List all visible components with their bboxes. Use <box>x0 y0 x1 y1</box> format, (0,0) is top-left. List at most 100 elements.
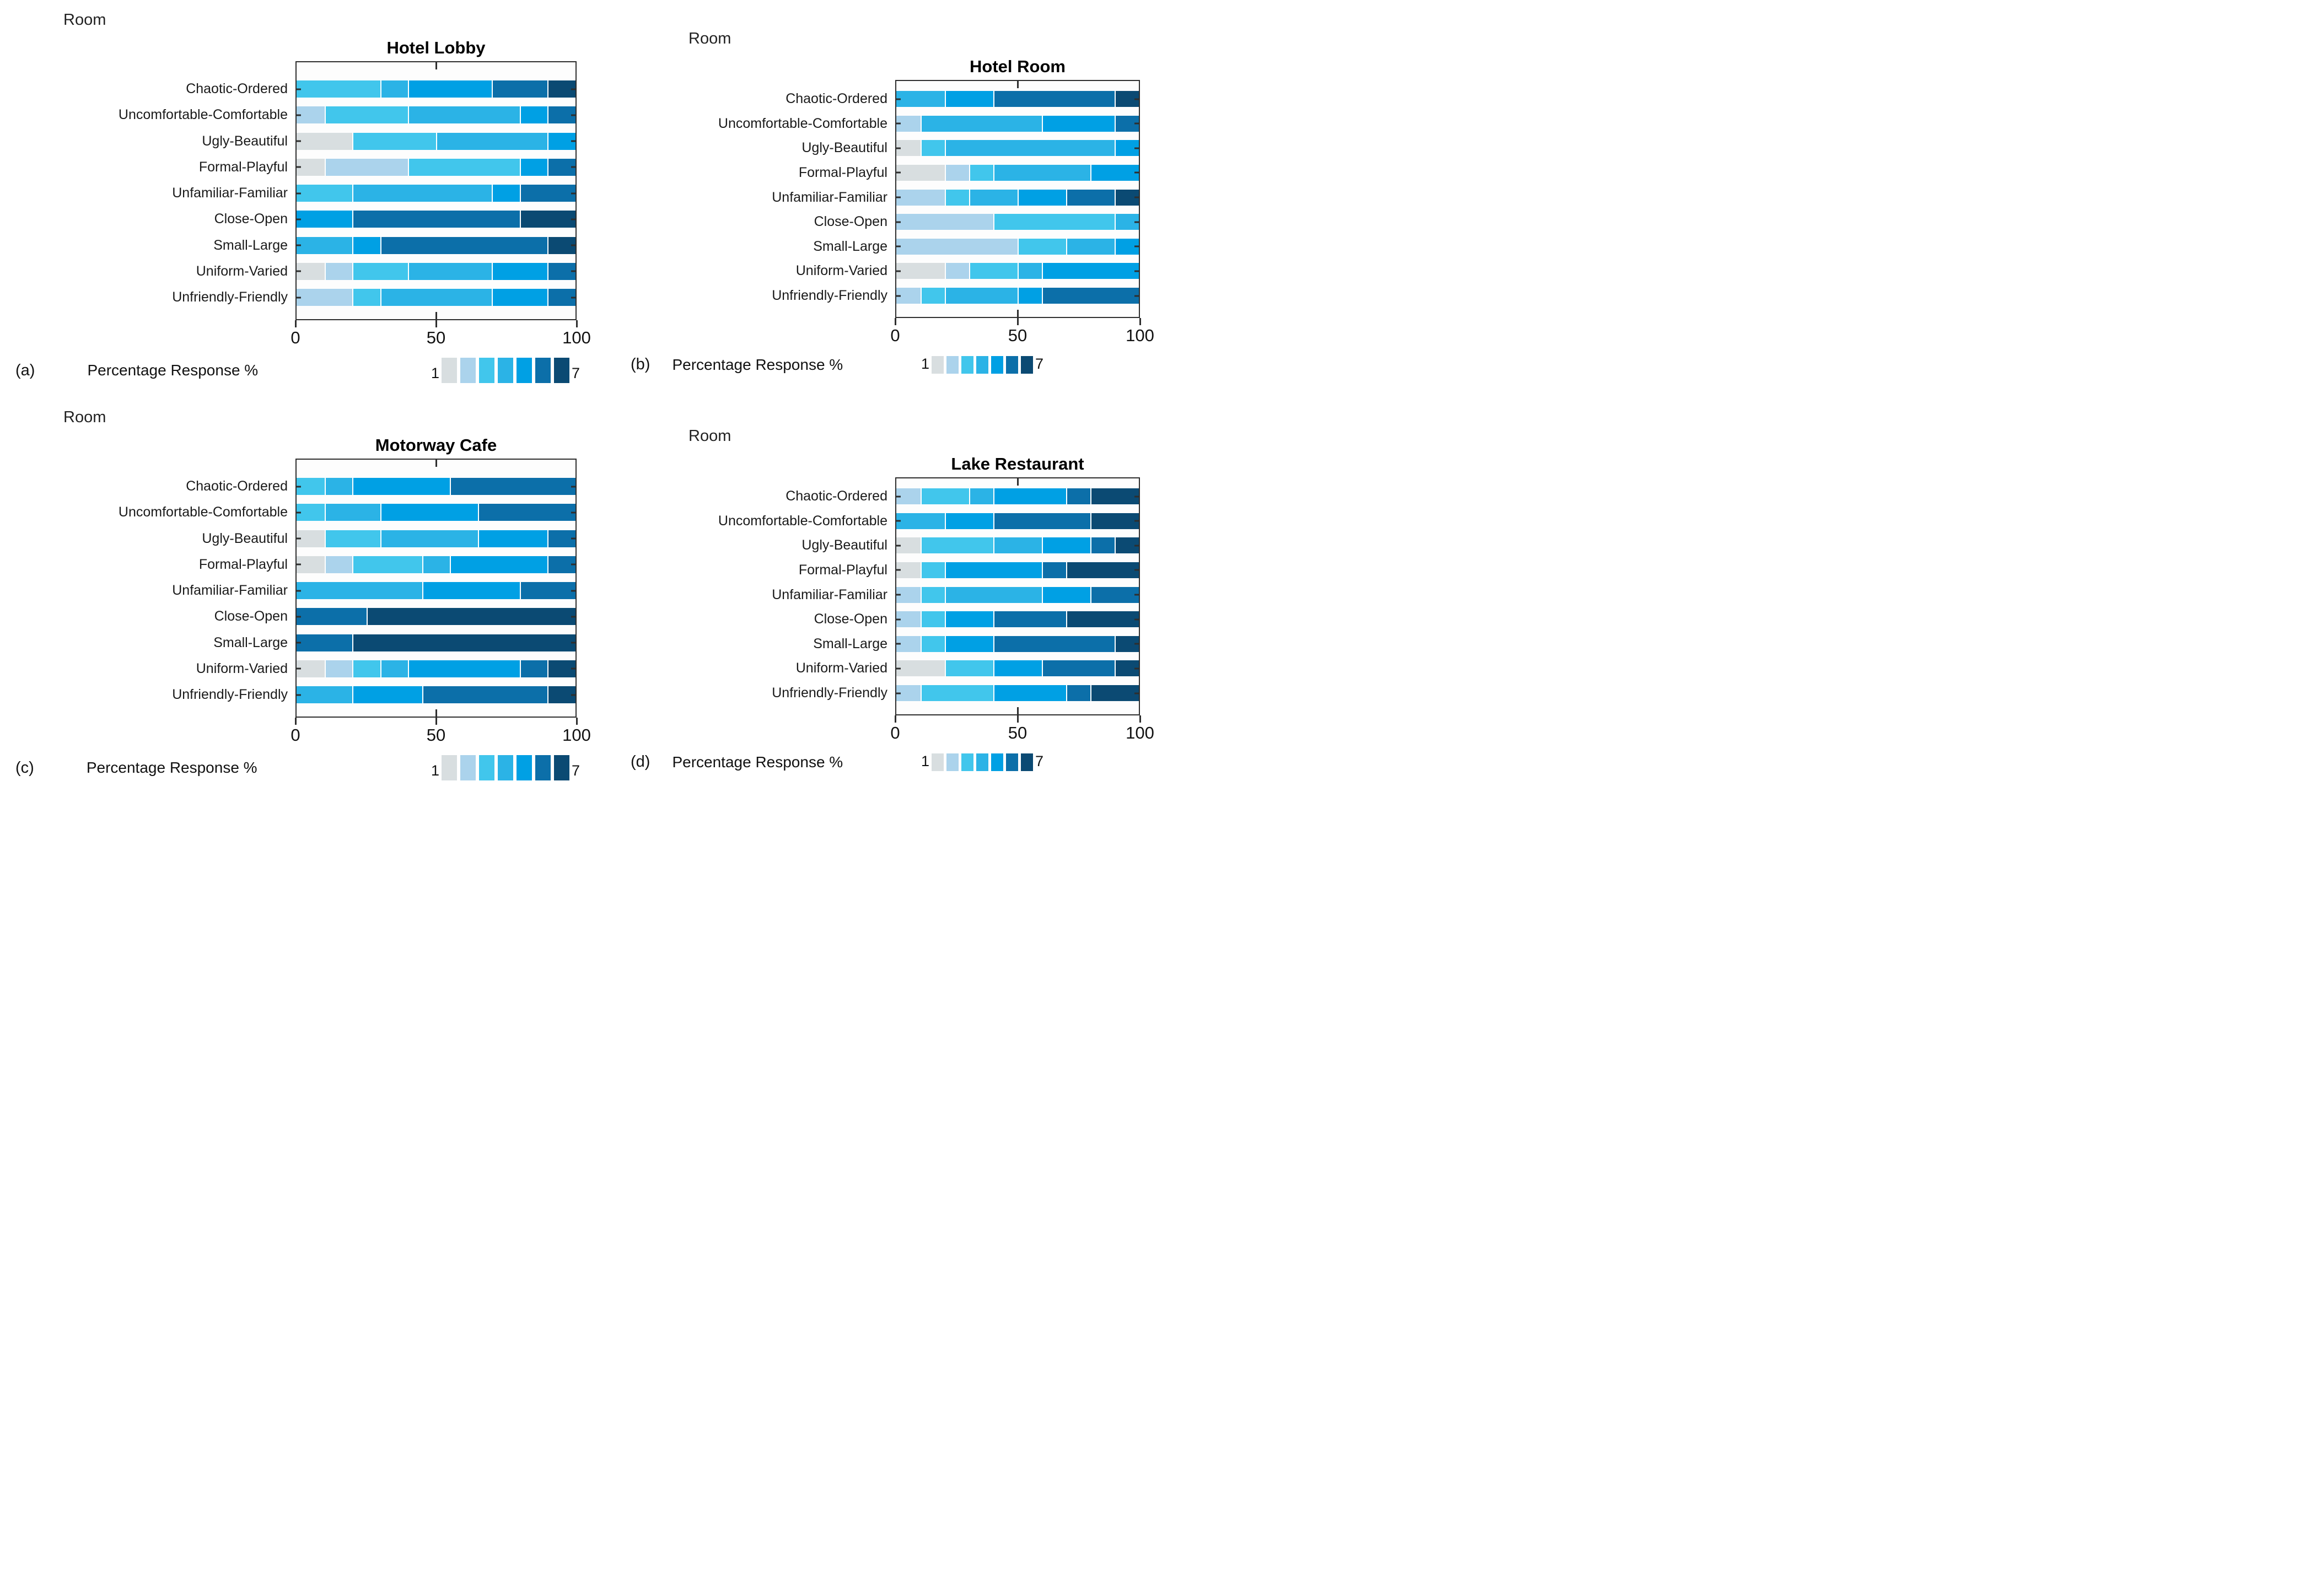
category-label: Small-Large <box>213 237 288 253</box>
category-label: Unfriendly-Friendly <box>172 289 288 305</box>
legend-swatch-level-6 <box>535 755 551 780</box>
bar-segment-level-4 <box>1066 238 1115 255</box>
x-axis: 0 50 100 <box>890 318 1154 350</box>
caption-row: (a) Percentage Response % 1 7 <box>0 358 581 383</box>
category-labels: Chaotic-Ordered Uncomfortable-Comfortable… <box>581 477 895 715</box>
category-label: Formal-Playful <box>198 556 288 572</box>
legend-swatch-level-5 <box>991 356 1003 374</box>
legend-swatch-level-5 <box>991 753 1003 771</box>
bar-segment-level-2 <box>324 158 408 176</box>
y-axis-tick <box>1134 692 1140 694</box>
bar-segment-level-7 <box>1066 562 1139 578</box>
bar-segment-level-4 <box>969 189 1018 206</box>
bar-segment-level-6 <box>547 556 575 573</box>
bar-segment-level-6 <box>477 504 575 521</box>
y-axis-tick <box>571 486 577 487</box>
bar-segment-level-4 <box>993 537 1042 554</box>
bar-segment-level-1 <box>896 263 945 279</box>
bar-segment-level-3 <box>969 164 993 181</box>
y-axis-tick <box>571 140 577 142</box>
y-axis-tick <box>571 537 577 540</box>
bar-segment-level-1 <box>896 660 945 677</box>
bar-segment-level-5 <box>450 556 548 573</box>
legend-swatch-level-3 <box>961 753 973 771</box>
y-axis-tick <box>295 590 301 591</box>
stacked-bar <box>895 562 1140 578</box>
y-axis-tick <box>1134 98 1140 100</box>
category-label: Small-Large <box>213 634 288 650</box>
legend: 1 7 <box>921 356 1043 374</box>
bar-segment-level-2 <box>896 214 993 230</box>
y-axis-tick <box>295 694 301 696</box>
bar-segment-level-2 <box>896 238 1018 255</box>
axis-tick <box>435 709 437 717</box>
y-axis-tick <box>895 196 901 198</box>
bar-segment-level-1 <box>297 530 325 547</box>
y-axis-tick <box>295 114 301 116</box>
bar-segment-level-6 <box>993 91 1115 107</box>
stacked-bar <box>895 288 1140 304</box>
legend-max-label: 7 <box>571 762 580 779</box>
legend-min-label: 1 <box>431 762 439 779</box>
bar-segment-level-6 <box>1090 537 1115 554</box>
legend-swatch-level-6 <box>1005 753 1018 771</box>
y-axis-tick <box>571 244 577 246</box>
bar-segment-level-6 <box>993 635 1115 652</box>
bar-segment-level-5 <box>297 211 353 228</box>
stacked-bar <box>295 686 577 703</box>
y-axis-tick <box>571 563 577 566</box>
y-axis-tick <box>295 270 301 272</box>
bar-segment-level-5 <box>1018 288 1042 304</box>
bar-segment-level-6 <box>547 530 575 547</box>
stacked-bar <box>295 211 577 228</box>
legend-min-label: 1 <box>921 752 929 769</box>
bar-segment-level-7 <box>1090 685 1139 701</box>
panel-letter: (c) <box>15 758 34 777</box>
bar-segment-level-2 <box>324 262 353 280</box>
y-axis-tick <box>571 590 577 591</box>
y-axis-tick <box>295 192 301 194</box>
category-label: Close-Open <box>214 608 288 624</box>
stacked-bar <box>895 214 1140 230</box>
bar-segment-level-4 <box>408 106 520 124</box>
caption-row: (b) Percentage Response % 1 7 <box>581 356 1162 374</box>
category-label: Close-Open <box>814 214 887 230</box>
legend-swatches <box>441 358 569 383</box>
bar-segment-level-7 <box>519 211 575 228</box>
category-label: Unfamiliar-Familiar <box>772 586 887 602</box>
plot-area <box>895 80 1140 318</box>
plot-wrapper: Chaotic-Ordered Uncomfortable-Comfortable… <box>581 477 1162 715</box>
category-label: Small-Large <box>813 238 887 254</box>
legend-swatches <box>931 753 1033 771</box>
bar-segment-level-3 <box>408 158 520 176</box>
x-tick <box>295 320 297 327</box>
y-axis-tick <box>295 537 301 540</box>
x-axis-label: Percentage Response % <box>86 759 257 776</box>
category-labels: Chaotic-Ordered Uncomfortable-Comfortable… <box>0 459 295 718</box>
legend-swatch-level-1 <box>441 755 457 780</box>
legend-swatch-level-1 <box>441 358 457 383</box>
bar-segment-level-5 <box>352 686 422 703</box>
x-tick-label: 0 <box>890 723 900 742</box>
category-label: Chaotic-Ordered <box>186 81 288 96</box>
bar-segment-level-6 <box>1042 288 1139 304</box>
bar-segment-level-3 <box>352 262 408 280</box>
bar-segment-level-4 <box>380 80 408 98</box>
bar-segment-level-3 <box>324 530 380 547</box>
bar-segment-level-3 <box>921 537 993 554</box>
legend-swatch-level-1 <box>931 356 944 374</box>
bar-segment-level-7 <box>1090 488 1139 504</box>
bar-segment-level-5 <box>422 582 520 599</box>
y-axis-tick <box>571 297 577 298</box>
category-label: Formal-Playful <box>798 562 887 578</box>
category-label: Close-Open <box>814 611 887 627</box>
legend-swatch-level-7 <box>1020 753 1033 771</box>
category-label: Ugly-Beautiful <box>202 133 288 149</box>
x-axis-label: Percentage Response % <box>672 753 843 771</box>
bar-segment-level-4 <box>297 686 353 703</box>
legend-swatch-level-7 <box>553 755 569 780</box>
legend-swatch-level-7 <box>1020 356 1033 374</box>
bar-segment-level-1 <box>297 262 325 280</box>
bar-segment-level-3 <box>352 556 422 573</box>
stacked-bar <box>295 530 577 547</box>
